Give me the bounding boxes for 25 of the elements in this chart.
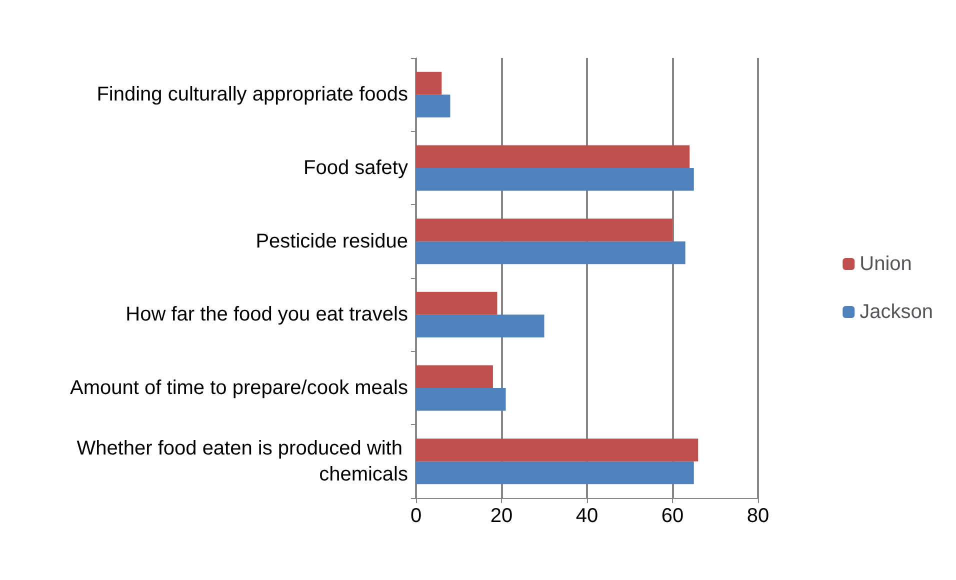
x-tick-label: 0 — [410, 505, 422, 527]
bar — [416, 168, 694, 191]
bar — [416, 72, 442, 95]
x-tick-label: 80 — [746, 505, 770, 527]
bar — [416, 314, 544, 338]
y-tick-label: Pesticide residue — [256, 230, 408, 252]
x-tick-label: 40 — [576, 505, 598, 527]
bar — [416, 365, 493, 388]
y-tick-label: Whether food eaten is produced with chemicals — [76, 437, 408, 486]
y-tick-label: How far the food you eat travels — [126, 304, 408, 326]
x-tick-label: 60 — [661, 505, 684, 527]
bar — [416, 241, 686, 264]
bar — [416, 461, 694, 484]
bar — [416, 218, 672, 242]
bar — [416, 292, 498, 315]
y-tick-label: Amount of time to prepare/cook meals — [70, 377, 408, 399]
legend-label: Jackson — [860, 301, 934, 323]
bar — [416, 145, 690, 168]
bar — [416, 94, 450, 118]
legend-label: Union — [860, 253, 912, 275]
x-tick-label: 20 — [490, 505, 513, 527]
bar — [416, 388, 506, 411]
y-tick-label: Finding culturally appropriate foods — [96, 84, 408, 106]
y-tick-label: Food safety — [303, 157, 408, 179]
bar — [416, 438, 698, 462]
